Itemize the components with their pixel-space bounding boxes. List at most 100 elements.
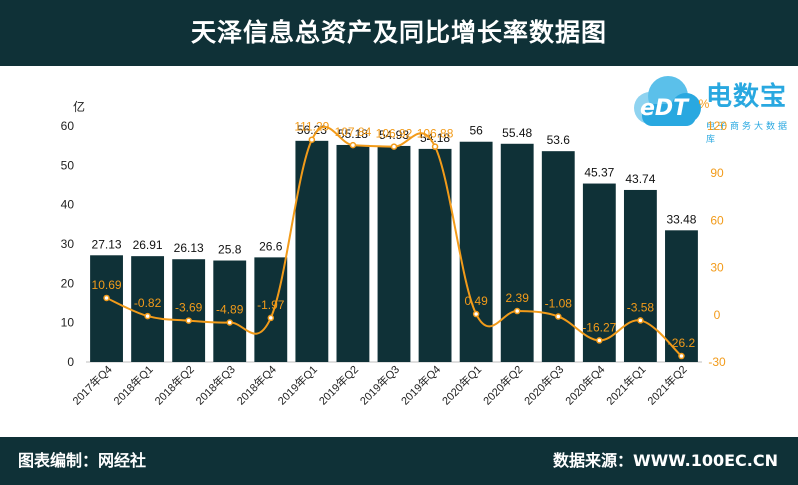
bar-value-label: 43.74 [625, 172, 655, 186]
bar-value-label: 55.48 [502, 126, 532, 140]
line-point [555, 313, 562, 320]
x-tick-label: 2019年Q1 [275, 362, 320, 407]
bar [377, 145, 411, 362]
bar [336, 144, 370, 362]
bar [459, 141, 493, 362]
line-point [103, 294, 110, 302]
y2-tick-label: 0 [714, 308, 721, 322]
line-value-label: -16.27 [582, 320, 616, 334]
logo-mark: eDT [640, 96, 689, 121]
line-value-label: 111.29 [294, 120, 329, 134]
x-tick-label: 2019年Q3 [357, 362, 402, 407]
bar-value-label: 33.48 [666, 212, 696, 226]
y-tick-label: 30 [61, 237, 75, 251]
x-tick-label: 2019年Q4 [398, 362, 443, 407]
line-value-label: -1.08 [545, 296, 573, 310]
y2-tick-label: 60 [710, 213, 724, 227]
y-tick-label: 40 [61, 198, 75, 212]
bar-value-label: 26.6 [259, 239, 283, 253]
bar-value-label: 56 [469, 124, 483, 138]
line-point [185, 317, 192, 324]
logo-brand: 电数宝 [706, 82, 788, 112]
bar-value-label: 45.37 [584, 166, 614, 180]
bar [418, 148, 452, 362]
line-value-label: -0.82 [134, 296, 162, 310]
x-tick-label: 2018年Q1 [110, 362, 155, 407]
bar [90, 255, 123, 362]
bar-value-label: 56.23 [297, 123, 327, 137]
line-point [637, 317, 644, 324]
x-tick-label: 2020年Q3 [521, 362, 566, 407]
title-band: 天泽信息总资产及同比增长率数据图 [0, 0, 798, 66]
footer-credit: 图表编制：网经社 [18, 451, 147, 470]
bar-value-label: 26.13 [174, 241, 204, 255]
line-value-label: 107.84 [335, 125, 372, 139]
x-tick-label: 2020年Q2 [480, 362, 525, 407]
line-point [390, 143, 398, 150]
line-point [226, 319, 233, 326]
x-tick-label: 2017年Q4 [69, 362, 114, 407]
y-tick-label: 20 [61, 276, 75, 290]
line-point [513, 307, 521, 315]
line-value-label: -3.69 [175, 301, 203, 315]
line-value-label: -4.89 [216, 302, 244, 316]
y-axis-unit: 亿 [73, 99, 85, 114]
y2-tick-label: 120 [707, 119, 727, 133]
line-point [472, 310, 480, 318]
bar-value-label: 27.13 [92, 237, 122, 251]
bar-value-label: 55.18 [338, 127, 368, 141]
line-value-label: 10.69 [92, 278, 122, 292]
x-tick-label: 2020年Q1 [439, 362, 484, 407]
line-value-label: -3.58 [627, 300, 655, 314]
x-tick-label: 2021年Q2 [644, 362, 689, 407]
bar [665, 230, 698, 362]
cloud-icon [634, 76, 701, 126]
bar [131, 256, 165, 362]
line-point [678, 352, 685, 360]
y-tick-label: 10 [61, 316, 75, 330]
bar [541, 151, 575, 362]
bar [295, 140, 329, 362]
line-value-label: 2.39 [506, 291, 530, 305]
bar-value-label: 54.93 [379, 128, 409, 142]
logo-subtitle: 电子商务大数据库 [706, 122, 791, 145]
bar [623, 189, 657, 362]
line-point [267, 314, 275, 322]
line-point [308, 136, 316, 143]
line-value-label: -1.97 [257, 298, 285, 312]
x-tick-label: 2018年Q3 [192, 362, 237, 407]
line-value-label: 106.92 [376, 127, 413, 141]
line-point [349, 141, 357, 149]
y2-tick-label: 30 [710, 261, 724, 275]
bar-value-label: 25.8 [218, 243, 242, 257]
bar-value-label: 26.91 [133, 238, 163, 252]
bar-value-label: 54.18 [420, 131, 450, 145]
x-tick-label: 2021年Q1 [603, 362, 648, 407]
x-tick-label: 2018年Q2 [151, 362, 196, 407]
footer-source: 数据来源：WWW.100EC.CN [552, 451, 778, 470]
bar [213, 260, 247, 362]
y-tick-label: 0 [67, 355, 74, 369]
chart-title: 天泽信息总资产及同比增长率数据图 [190, 18, 607, 47]
line-value-label: 106.88 [417, 127, 454, 141]
y2-axis-unit: % [699, 97, 710, 111]
bar [500, 143, 534, 362]
x-tick-label: 2018年Q4 [234, 362, 279, 407]
y-tick-label: 60 [61, 119, 75, 133]
y2-tick-label: 90 [710, 166, 724, 180]
footer-band: 图表编制：网经社 数据来源：WWW.100EC.CN [0, 437, 798, 485]
logo [628, 70, 796, 134]
line-value-label: 0.49 [464, 294, 488, 308]
line-point [596, 337, 603, 344]
line-value-label: -26.2 [668, 336, 696, 350]
bar-value-label: 53.6 [547, 133, 571, 147]
bar [172, 259, 206, 362]
line-point [144, 312, 151, 320]
y-tick-label: 50 [61, 158, 75, 172]
x-tick-label: 2019年Q2 [316, 362, 361, 407]
bar [582, 183, 616, 362]
line-point [431, 143, 439, 150]
x-tick-label: 2020年Q4 [562, 362, 607, 407]
y2-tick-label: -30 [708, 355, 726, 369]
